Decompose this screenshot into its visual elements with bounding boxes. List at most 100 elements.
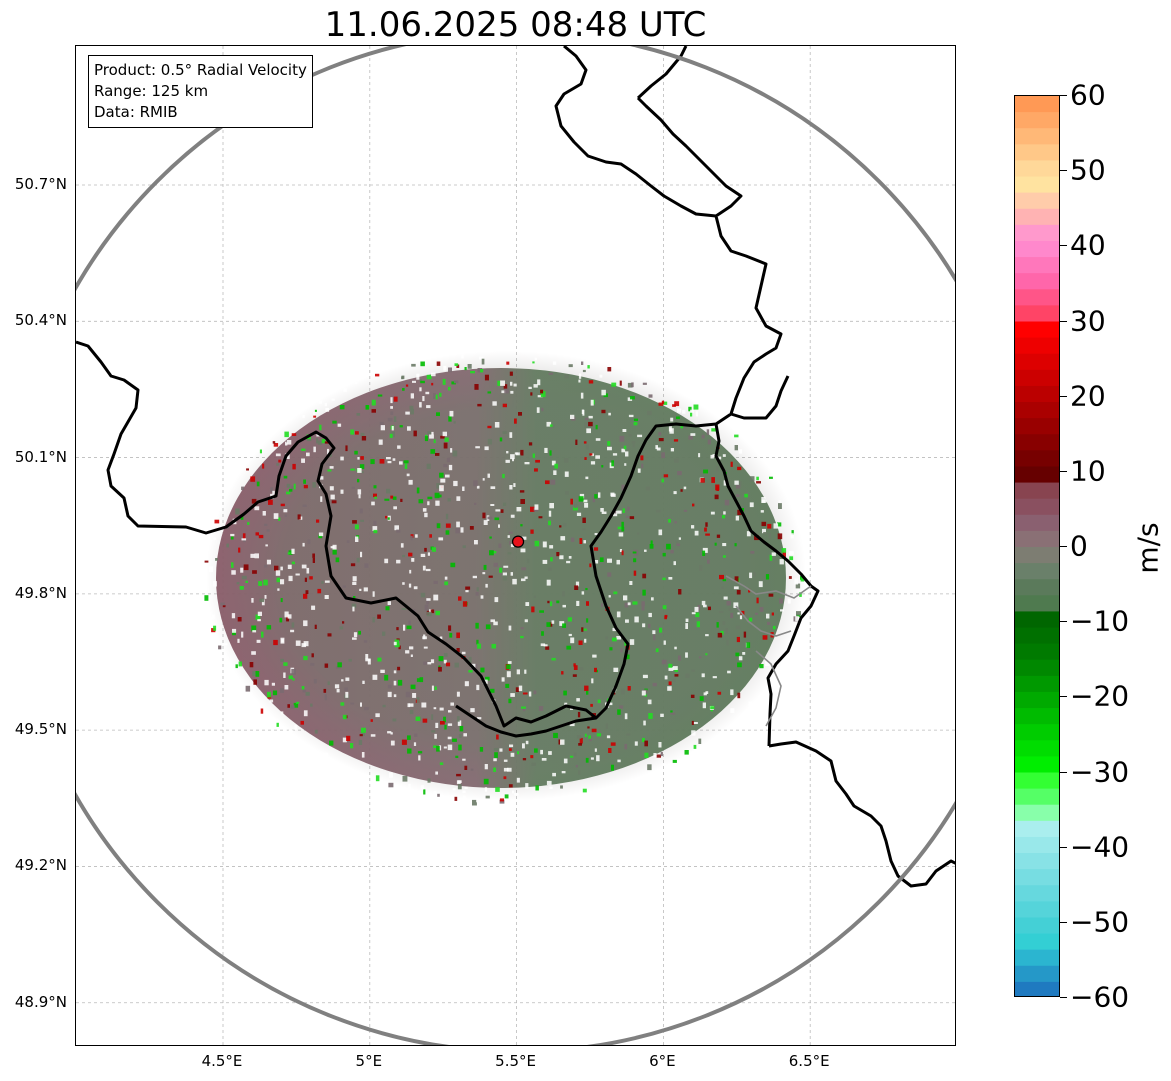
colorbar bbox=[1014, 95, 1060, 997]
colorbar-swatch bbox=[1015, 949, 1059, 967]
colorbar-tick-label: 30 bbox=[1070, 304, 1106, 337]
colorbar-tick-mark bbox=[1060, 846, 1067, 848]
colorbar-swatch bbox=[1015, 547, 1059, 564]
lon-tick-label: 6.5°E bbox=[788, 1052, 830, 1070]
colorbar-swatch bbox=[1015, 208, 1059, 226]
colorbar-swatch bbox=[1015, 611, 1059, 629]
colorbar-swatch bbox=[1015, 192, 1059, 210]
colorbar-swatch bbox=[1015, 224, 1059, 242]
colorbar-swatch bbox=[1015, 450, 1059, 468]
colorbar-swatch bbox=[1015, 869, 1059, 886]
lon-tick-label: 5.5°E bbox=[495, 1052, 537, 1070]
colorbar-tick-label: 0 bbox=[1070, 529, 1088, 563]
colorbar-swatch bbox=[1015, 981, 1059, 996]
colorbar-tick-mark bbox=[1060, 771, 1067, 773]
colorbar-tick-mark bbox=[1060, 621, 1067, 623]
colorbar-swatch bbox=[1015, 724, 1059, 741]
colorbar-swatch bbox=[1015, 933, 1059, 951]
colorbar-tick-mark bbox=[1060, 245, 1067, 247]
colorbar-tick-label: −60 bbox=[1070, 980, 1130, 1014]
colorbar-tick-mark bbox=[1060, 95, 1067, 96]
colorbar-swatch bbox=[1015, 337, 1059, 355]
colorbar-swatch bbox=[1015, 772, 1059, 790]
colorbar-tick-mark bbox=[1060, 395, 1067, 397]
colorbar-swatch bbox=[1015, 353, 1059, 371]
colorbar-swatch bbox=[1015, 885, 1059, 902]
lat-tick-label: 50.4°N bbox=[14, 311, 67, 330]
colorbar-swatch bbox=[1015, 176, 1059, 194]
colorbar-swatch bbox=[1015, 643, 1059, 661]
colorbar-swatch bbox=[1015, 257, 1059, 274]
colorbar-swatch bbox=[1015, 836, 1059, 854]
lat-tick-label: 49.5°N bbox=[14, 720, 67, 739]
colorbar-swatch bbox=[1015, 128, 1059, 145]
colorbar-swatch bbox=[1015, 240, 1059, 258]
velocity-echoes bbox=[204, 351, 806, 806]
colorbar-unit-label: m/s bbox=[1131, 522, 1165, 574]
colorbar-tick-label: 50 bbox=[1070, 153, 1106, 187]
colorbar-swatch bbox=[1015, 627, 1059, 645]
colorbar-tick-mark bbox=[1060, 320, 1067, 322]
colorbar-tick-mark bbox=[1060, 696, 1067, 698]
lat-tick-label: 50.7°N bbox=[14, 175, 67, 193]
colorbar-swatch bbox=[1015, 498, 1059, 516]
colorbar-swatch bbox=[1015, 112, 1059, 129]
colorbar-tick-label: 40 bbox=[1070, 228, 1106, 262]
colorbar-swatch bbox=[1015, 820, 1059, 838]
lat-tick-label: 49.2°N bbox=[14, 856, 67, 875]
range-label: Range: 125 km bbox=[94, 82, 209, 100]
colorbar-swatch bbox=[1015, 563, 1059, 580]
colorbar-swatch bbox=[1015, 96, 1059, 113]
colorbar-swatch bbox=[1015, 708, 1059, 725]
colorbar-tick-mark bbox=[1060, 921, 1067, 923]
colorbar-tick-label: −50 bbox=[1070, 905, 1130, 939]
radar-map[interactable] bbox=[75, 45, 956, 1046]
lon-tick-label: 6°E bbox=[649, 1052, 676, 1070]
minor-borders bbox=[725, 575, 812, 727]
colorbar-swatches bbox=[1015, 96, 1059, 996]
colorbar-swatch bbox=[1015, 804, 1059, 822]
colorbar-swatch bbox=[1015, 965, 1059, 983]
colorbar-tick-label: −20 bbox=[1070, 679, 1130, 713]
colorbar-swatch bbox=[1015, 305, 1059, 323]
colorbar-tick-label: 60 bbox=[1070, 78, 1106, 112]
radar-site-marker[interactable] bbox=[511, 535, 525, 548]
colorbar-swatch bbox=[1015, 402, 1059, 419]
colorbar-swatch bbox=[1015, 675, 1059, 693]
colorbar-swatch bbox=[1015, 369, 1059, 387]
colorbar-swatch bbox=[1015, 659, 1059, 677]
map-canvas bbox=[76, 46, 955, 1045]
colorbar-tick-label: 20 bbox=[1070, 379, 1106, 413]
colorbar-swatch bbox=[1015, 691, 1059, 709]
product-label: Product: 0.5° Radial Velocity bbox=[94, 61, 307, 79]
colorbar-tick-label: 10 bbox=[1070, 454, 1106, 488]
data-source-label: Data: RMIB bbox=[94, 103, 178, 121]
colorbar-swatch bbox=[1015, 514, 1059, 532]
colorbar-tick-mark bbox=[1060, 170, 1067, 172]
colorbar-swatch bbox=[1015, 740, 1059, 757]
colorbar-swatch bbox=[1015, 466, 1059, 484]
colorbar-tick-mark bbox=[1060, 470, 1067, 472]
colorbar-tick-label: −10 bbox=[1070, 604, 1130, 638]
colorbar-swatch bbox=[1015, 385, 1059, 403]
colorbar-swatch bbox=[1015, 289, 1059, 306]
colorbar-swatch bbox=[1015, 160, 1059, 178]
colorbar-swatch bbox=[1015, 756, 1059, 774]
colorbar-swatch bbox=[1015, 788, 1059, 806]
lat-tick-label: 50.1°N bbox=[14, 447, 67, 466]
colorbar-swatch bbox=[1015, 482, 1059, 500]
colorbar-swatch bbox=[1015, 595, 1059, 613]
colorbar-tick-mark bbox=[1060, 546, 1067, 547]
lon-tick-label: 4.5°E bbox=[201, 1052, 243, 1070]
lat-tick-label: 48.9°N bbox=[14, 992, 67, 1011]
colorbar-swatch bbox=[1015, 917, 1059, 935]
colorbar-swatch bbox=[1015, 434, 1059, 451]
product-info-box: Product: 0.5° Radial Velocity Range: 125… bbox=[88, 55, 313, 128]
colorbar-swatch bbox=[1015, 273, 1059, 290]
lon-tick-label: 5°E bbox=[355, 1052, 383, 1070]
colorbar-tick-label: −30 bbox=[1070, 755, 1130, 788]
colorbar-swatch bbox=[1015, 853, 1059, 870]
colorbar-swatch bbox=[1015, 901, 1059, 919]
colorbar-swatch bbox=[1015, 579, 1059, 596]
colorbar-swatch bbox=[1015, 321, 1059, 339]
